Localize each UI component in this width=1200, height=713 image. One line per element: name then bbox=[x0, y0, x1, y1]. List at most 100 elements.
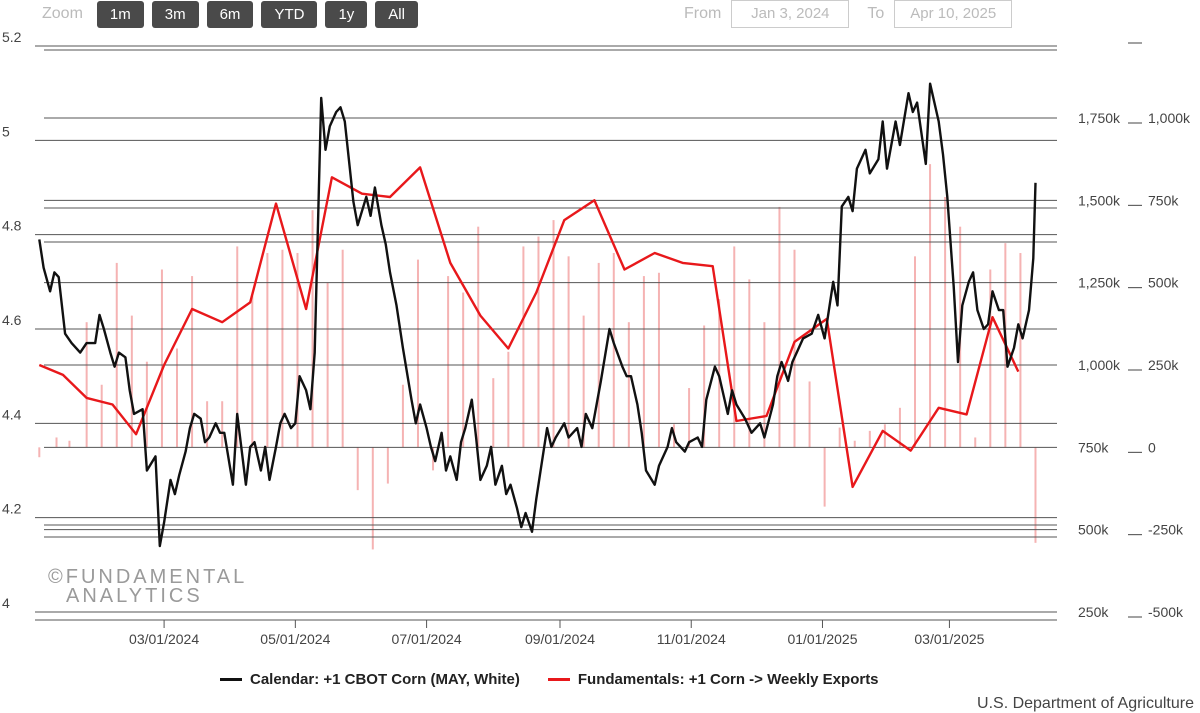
zoom-bar: Zoom 1m 3m 6m YTD 1y All bbox=[0, 0, 426, 28]
zoom-3m-button[interactable]: 3m bbox=[151, 0, 199, 28]
export-bar bbox=[748, 279, 751, 448]
to-date-input[interactable]: Apr 10, 2025 bbox=[894, 0, 1013, 28]
y-right-inner-tick-label: 1,750k bbox=[1078, 110, 1121, 126]
y-right-outer-tick-label: 500k bbox=[1148, 275, 1179, 291]
x-tick-label: 11/01/2024 bbox=[657, 631, 726, 647]
from-date-input[interactable]: Jan 3, 2024 bbox=[731, 0, 850, 28]
export-bar bbox=[371, 447, 374, 550]
y-left-tick-label: 4.6 bbox=[2, 312, 22, 328]
zoom-ytd-button[interactable]: YTD bbox=[261, 0, 318, 28]
export-bar bbox=[989, 269, 992, 448]
legend-label-fundamentals: Fundamentals: +1 Corn -> Weekly Exports bbox=[577, 671, 879, 688]
legend: Calendar: +1 CBOT Corn (MAY, White) Fund… bbox=[220, 671, 907, 688]
legend-swatch-fundamentals bbox=[547, 678, 570, 681]
y-left-tick-label: 4.2 bbox=[2, 501, 22, 517]
export-bar bbox=[627, 322, 630, 448]
export-bar bbox=[281, 249, 284, 448]
export-bar bbox=[552, 220, 555, 448]
export-bar bbox=[688, 388, 691, 448]
export-bar bbox=[718, 299, 721, 448]
export-bar bbox=[974, 437, 977, 448]
export-bar bbox=[1034, 447, 1037, 543]
export-bar bbox=[55, 437, 58, 448]
export-bar bbox=[462, 292, 465, 448]
y-right-outer-tick-label: 1,000k bbox=[1148, 110, 1191, 126]
export-bar bbox=[537, 236, 540, 448]
y-left-tick-label: 4.8 bbox=[2, 218, 22, 234]
y-right-inner-tick-label: 500k bbox=[1078, 522, 1109, 538]
export-bar bbox=[853, 440, 856, 448]
export-bar bbox=[763, 322, 766, 448]
x-tick-label: 05/01/2024 bbox=[260, 631, 330, 647]
export-bar bbox=[492, 378, 495, 448]
export-bar bbox=[642, 276, 645, 448]
y-right-outer-tick-label: -500k bbox=[1148, 604, 1184, 620]
from-label: From bbox=[684, 5, 722, 22]
export-bar bbox=[68, 440, 71, 448]
y-left-tick-label: 4.4 bbox=[2, 406, 22, 422]
zoom-1y-button[interactable]: 1y bbox=[325, 0, 368, 28]
axis-labels: 5.2 5 4.8 4.6 4.4 4.2 4 1,000k 750k 500k 250k 0 -250… bbox=[2, 29, 1191, 647]
export-bar bbox=[432, 447, 435, 471]
export-bar bbox=[657, 272, 660, 448]
export-bar bbox=[612, 253, 615, 448]
export-bar bbox=[115, 262, 118, 448]
export-bar bbox=[100, 384, 103, 448]
export-bar bbox=[522, 246, 525, 448]
watermark-line2: ANALYTICS bbox=[66, 585, 203, 607]
export-bar bbox=[913, 256, 916, 448]
y-right-inner-tick-label: 1,250k bbox=[1078, 275, 1121, 291]
export-bar bbox=[823, 447, 826, 507]
y-right-inner-tick-label: 1,000k bbox=[1078, 357, 1121, 373]
export-bar bbox=[838, 427, 841, 448]
export-bar bbox=[507, 351, 510, 448]
export-bar bbox=[191, 276, 194, 448]
zoom-6m-button[interactable]: 6m bbox=[206, 0, 254, 28]
calendar-line bbox=[38, 82, 1037, 548]
export-bar bbox=[868, 430, 871, 448]
export-bar bbox=[251, 295, 254, 448]
zoom-label: Zoom bbox=[42, 5, 83, 22]
y-right-inner-tick-label: 250k bbox=[1078, 604, 1109, 620]
x-tick-label: 01/01/2025 bbox=[787, 631, 857, 647]
export-bar bbox=[341, 249, 344, 448]
watermark-line1: ©FUNDAMENTAL bbox=[48, 566, 248, 588]
watermark: ©FUNDAMENTAL ANALYTICS bbox=[48, 566, 248, 607]
export-bar bbox=[567, 256, 570, 448]
export-bar bbox=[582, 315, 585, 448]
export-bar bbox=[221, 401, 224, 448]
export-bar bbox=[206, 401, 209, 448]
x-tick-label: 03/01/2025 bbox=[914, 631, 984, 647]
export-bar bbox=[130, 315, 133, 448]
export-bar bbox=[808, 381, 811, 448]
y-right-inner-tick-label: 1,500k bbox=[1078, 192, 1121, 208]
export-bar bbox=[236, 246, 239, 448]
export-bar bbox=[883, 424, 886, 448]
zoom-all-button[interactable]: All bbox=[375, 0, 418, 28]
export-bar bbox=[447, 276, 450, 448]
date-range-selector: From Jan 3, 2024 To Apr 10, 2025 bbox=[684, 0, 1030, 28]
export-bar bbox=[401, 384, 404, 448]
export-bar bbox=[793, 249, 796, 448]
y-right-outer-tick-label: 250k bbox=[1148, 357, 1179, 373]
export-bar bbox=[416, 259, 419, 448]
credit-text: U.S. Department of Agriculture bbox=[977, 695, 1194, 712]
export-bar bbox=[266, 253, 269, 448]
export-bar bbox=[85, 322, 88, 448]
export-bar bbox=[356, 447, 359, 491]
y-left-tick-label: 5 bbox=[2, 123, 10, 139]
export-bar bbox=[944, 197, 947, 448]
y-right-outer-tick-label: -250k bbox=[1148, 522, 1184, 538]
legend-item-calendar[interactable]: Calendar: +1 CBOT Corn (MAY, White) bbox=[220, 671, 520, 688]
zoom-1m-button[interactable]: 1m bbox=[96, 0, 144, 28]
export-bar bbox=[597, 262, 600, 448]
export-bar bbox=[1019, 253, 1022, 448]
export-bar bbox=[176, 348, 179, 448]
export-bar bbox=[38, 447, 41, 458]
export-bar bbox=[733, 246, 736, 448]
fundamentals-line bbox=[38, 166, 1020, 489]
legend-item-fundamentals[interactable]: Fundamentals: +1 Corn -> Weekly Exports bbox=[547, 671, 879, 688]
export-bar bbox=[386, 447, 389, 484]
export-bar bbox=[296, 253, 299, 448]
